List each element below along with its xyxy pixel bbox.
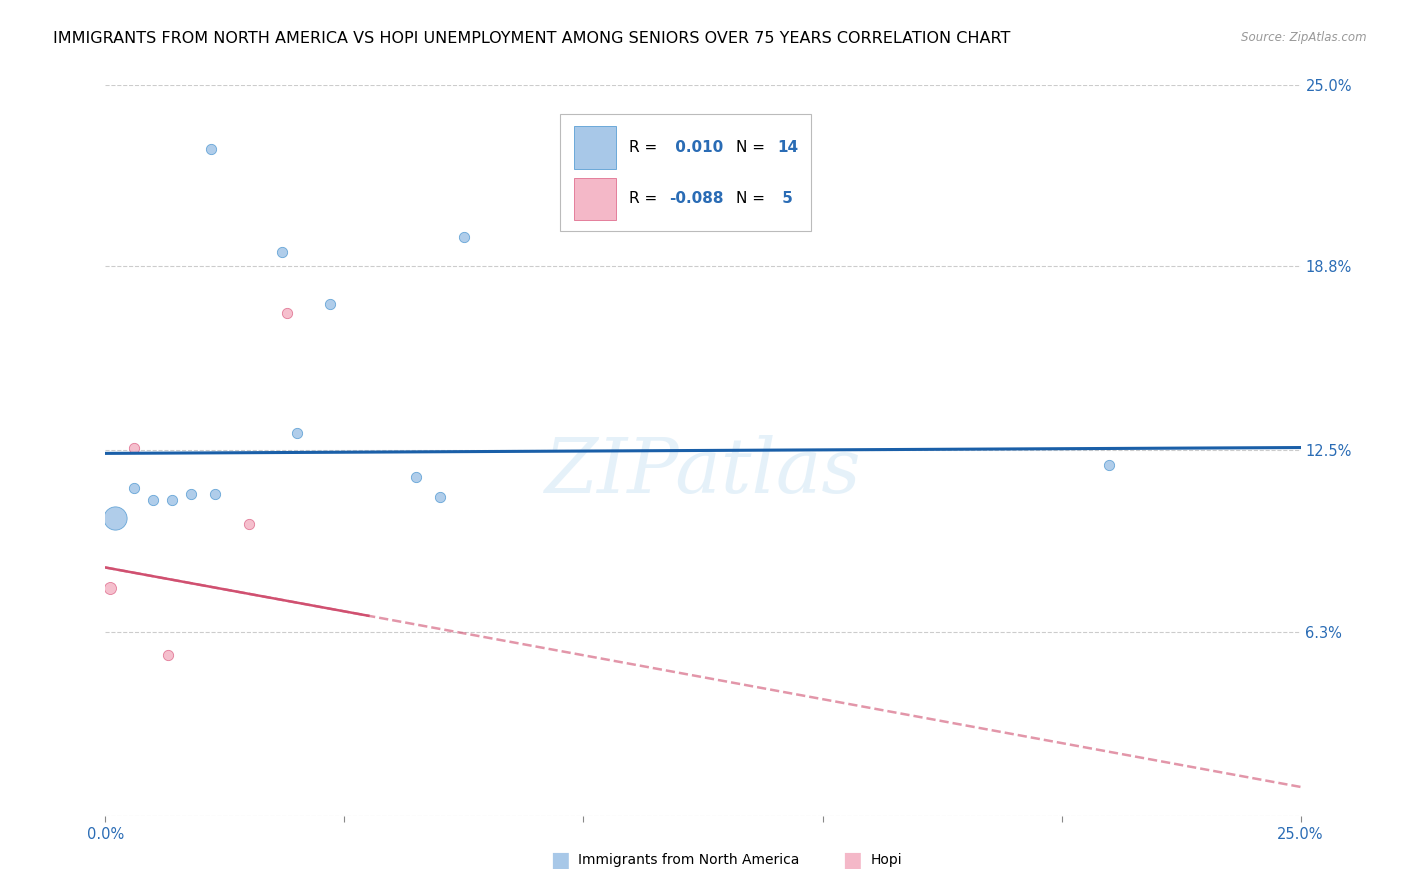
Text: R =: R = — [628, 192, 662, 206]
Bar — [574, 127, 616, 169]
Text: Hopi: Hopi — [870, 853, 901, 867]
FancyBboxPatch shape — [560, 114, 810, 231]
Text: ZIPatlas: ZIPatlas — [544, 435, 862, 509]
Point — [1098, 458, 1121, 472]
Text: 0.010: 0.010 — [669, 140, 723, 155]
Point — [429, 490, 451, 504]
Point — [200, 142, 222, 156]
Point — [271, 244, 294, 259]
Point — [156, 648, 179, 663]
Text: -0.088: -0.088 — [669, 192, 724, 206]
Point — [162, 493, 184, 508]
Text: Immigrants from North America: Immigrants from North America — [578, 853, 799, 867]
Text: Source: ZipAtlas.com: Source: ZipAtlas.com — [1241, 31, 1367, 45]
Point — [180, 487, 202, 501]
Point — [319, 297, 342, 311]
Point — [285, 425, 308, 440]
Text: 14: 14 — [778, 140, 799, 155]
Point — [142, 493, 165, 508]
Point — [98, 581, 121, 595]
Text: N =: N = — [737, 140, 770, 155]
Text: IMMIGRANTS FROM NORTH AMERICA VS HOPI UNEMPLOYMENT AMONG SENIORS OVER 75 YEARS C: IMMIGRANTS FROM NORTH AMERICA VS HOPI UN… — [53, 31, 1011, 46]
Point — [122, 441, 145, 455]
Point — [453, 230, 475, 244]
Text: 5: 5 — [778, 192, 793, 206]
Point — [276, 306, 298, 320]
Point — [122, 482, 145, 496]
Point — [204, 487, 226, 501]
Text: R =: R = — [628, 140, 662, 155]
Bar — [574, 178, 616, 220]
Text: N =: N = — [737, 192, 770, 206]
Point — [104, 510, 127, 524]
Point — [405, 470, 427, 484]
Text: ■: ■ — [550, 850, 569, 870]
Text: ■: ■ — [842, 850, 862, 870]
Point — [238, 516, 260, 531]
